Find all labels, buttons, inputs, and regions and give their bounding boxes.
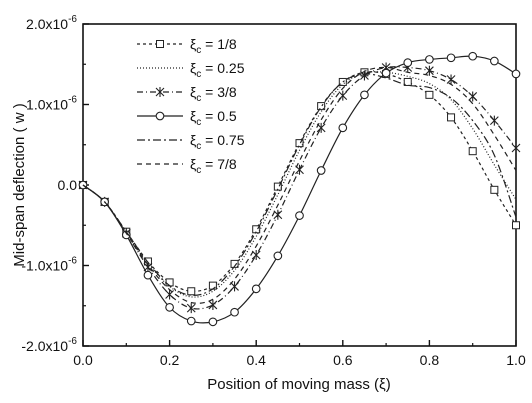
data-point (295, 139, 304, 148)
data-point (446, 74, 456, 85)
data-point (381, 68, 391, 78)
data-point (230, 307, 239, 317)
data-point (338, 77, 347, 86)
legend-marker (155, 111, 165, 121)
legend-label: ξc = 3/8 (190, 84, 237, 104)
data-point (425, 55, 434, 64)
data-point (208, 299, 218, 310)
data-point (295, 211, 304, 220)
x-tick-label: 1.0 (506, 352, 526, 368)
x-tick-label: 0.4 (246, 352, 266, 368)
data-point (425, 90, 434, 99)
data-point (511, 69, 521, 79)
data-point (186, 303, 196, 314)
data-point (489, 115, 499, 126)
data-point (208, 281, 217, 290)
y-tick-label: -1.0x10-6 (21, 256, 77, 274)
series-line-1 (82, 71, 517, 292)
data-point (143, 270, 153, 280)
data-point (208, 317, 218, 327)
legend-item-5: ξc = 0.75 (137, 132, 245, 152)
series-line-6 (82, 66, 517, 304)
data-point (251, 284, 261, 294)
data-point (316, 166, 326, 175)
data-point (425, 65, 434, 76)
data-point (165, 303, 174, 312)
data-point (251, 250, 261, 261)
data-point (446, 53, 456, 63)
legend-item-1: ξc = 1/8 (137, 36, 237, 56)
y-tick-label: 1.0x10-6 (26, 95, 77, 113)
data-point (447, 113, 456, 122)
series-line-5 (82, 73, 517, 296)
legend-label: ξc = 0.75 (190, 132, 245, 152)
data-point (165, 278, 174, 287)
data-point (338, 123, 348, 133)
data-point (403, 77, 412, 86)
x-tick-label: 0.6 (333, 352, 353, 368)
legend-label: ξc = 1/8 (190, 36, 237, 56)
x-tick-label: 0.8 (420, 352, 440, 368)
data-point (230, 281, 239, 292)
data-point (165, 289, 174, 300)
legend-item-4: ξc = 0.5 (137, 108, 237, 128)
data-point (273, 251, 283, 261)
y-tick-label: 0.0 (58, 177, 78, 193)
series-line-4 (82, 55, 517, 324)
x-tick-label: 0.0 (73, 352, 93, 368)
x-axis-label: Position of moving mass (ξ) (207, 376, 390, 393)
y-axis-label: Mid-span deflection ( w ) (11, 103, 28, 266)
data-point (468, 51, 478, 61)
plot-frame (82, 23, 517, 347)
data-point (512, 221, 520, 230)
data-point (273, 209, 283, 220)
data-point (360, 70, 369, 81)
legend-item-2: ξc = 0.25 (137, 60, 245, 80)
data-point (121, 230, 131, 240)
data-point (187, 287, 196, 296)
y-tick-label: 2.0x10-6 (26, 14, 77, 32)
data-point (338, 90, 348, 101)
y-tick-label: -2.0x10-6 (21, 336, 77, 354)
legend-label: ξc = 0.5 (190, 108, 237, 128)
data-point (490, 56, 499, 66)
legend-marker (155, 87, 165, 97)
data-point (511, 142, 521, 153)
data-point (360, 90, 369, 100)
data-point (403, 58, 413, 67)
legend-label: ξc = 0.25 (190, 60, 245, 80)
data-point (468, 147, 477, 156)
legend-item-3: ξc = 3/8 (137, 84, 237, 104)
data-point (468, 91, 478, 102)
data-point (186, 316, 196, 326)
data-point (490, 185, 499, 194)
series-6 (82, 66, 517, 304)
legend-item-6: ξc = 7/8 (137, 156, 237, 176)
legend-marker (156, 40, 164, 48)
x-tick-label: 0.2 (160, 352, 180, 368)
series-5 (82, 73, 517, 296)
series-4 (78, 51, 521, 327)
data-point (230, 259, 239, 268)
legend-label: ξc = 7/8 (190, 156, 237, 176)
